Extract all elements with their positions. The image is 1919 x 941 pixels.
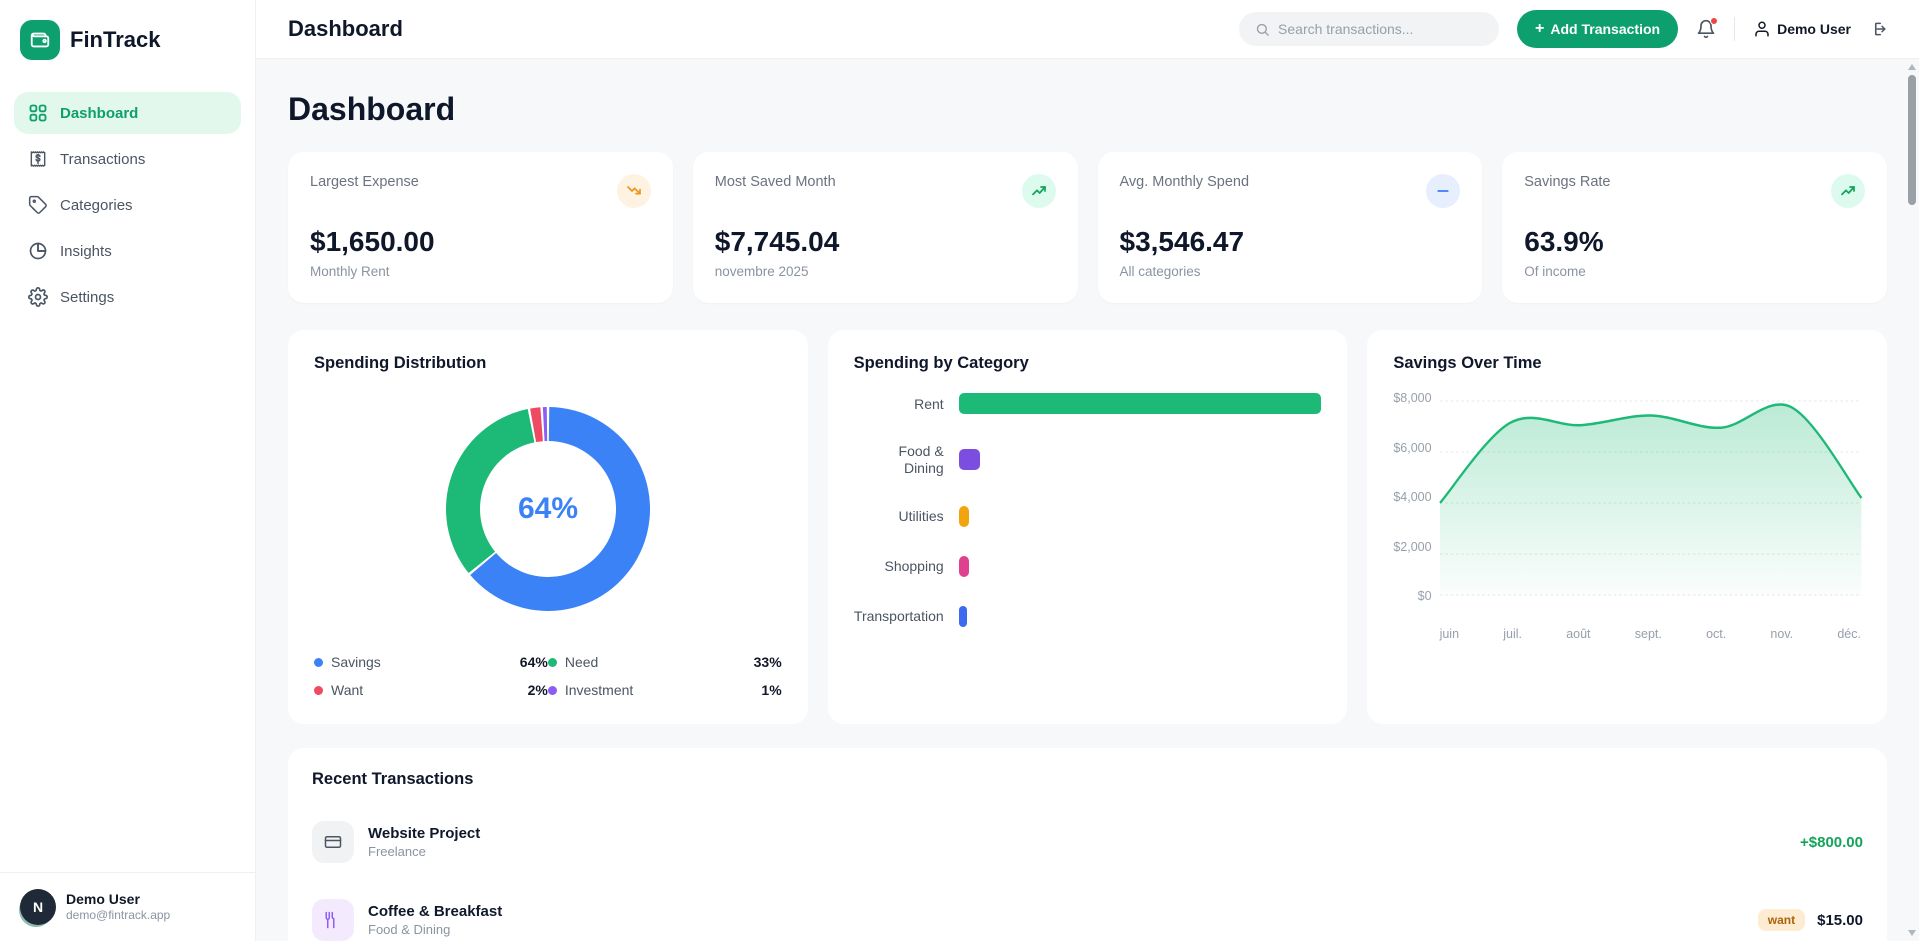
- svg-text:64%: 64%: [518, 492, 578, 525]
